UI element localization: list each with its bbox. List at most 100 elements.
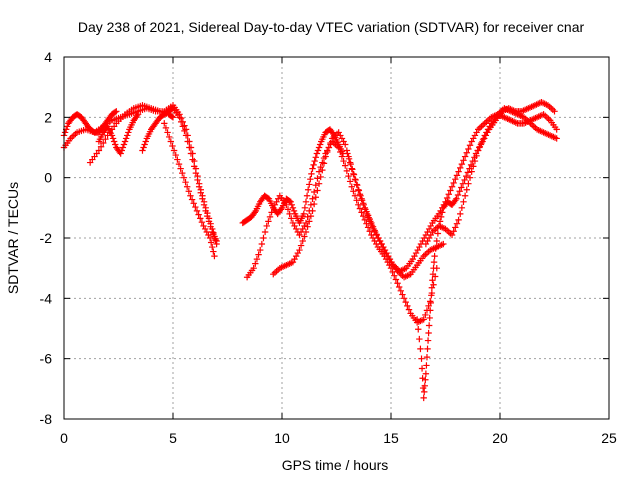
data-point <box>186 144 193 151</box>
data-point <box>453 172 461 179</box>
data-point <box>355 187 363 194</box>
data-point <box>288 215 295 222</box>
data-point <box>427 231 434 239</box>
data-point <box>454 191 462 199</box>
data-point <box>100 139 107 147</box>
data-point <box>424 237 431 245</box>
data-point <box>475 147 482 154</box>
data-point <box>355 201 362 209</box>
data-point <box>415 326 422 333</box>
data-point <box>423 362 430 369</box>
data-point <box>349 166 356 173</box>
data-point <box>121 138 129 145</box>
data-point <box>124 132 131 139</box>
data-point <box>311 157 318 165</box>
data-point <box>551 108 558 115</box>
data-point <box>197 215 204 222</box>
data-point <box>358 197 366 204</box>
data-point <box>434 230 442 237</box>
data-point <box>447 187 454 194</box>
data-point <box>284 206 292 213</box>
series-arc12 <box>422 105 560 248</box>
data-point <box>420 394 427 402</box>
data-point <box>414 246 421 254</box>
data-point <box>437 213 445 221</box>
data-point <box>312 154 319 161</box>
data-point <box>291 222 298 230</box>
data-point <box>288 201 296 209</box>
data-point <box>360 201 367 209</box>
data-point <box>292 225 300 233</box>
data-point <box>301 204 309 212</box>
data-point <box>310 188 318 196</box>
data-point <box>405 306 413 313</box>
data-point <box>97 143 105 150</box>
data-point <box>292 252 300 260</box>
data-point <box>433 237 440 245</box>
data-point <box>289 204 297 212</box>
data-point <box>476 124 484 132</box>
data-point <box>471 132 479 139</box>
data-point <box>306 218 313 225</box>
data-point <box>310 200 318 208</box>
data-point <box>364 224 372 231</box>
data-point <box>251 209 258 216</box>
series-arc7 <box>239 126 347 227</box>
data-point <box>452 197 459 204</box>
data-point <box>422 251 429 258</box>
data-point <box>297 242 305 249</box>
data-point <box>110 138 118 145</box>
y-axis-label: SDTVAR / TECUs <box>5 182 21 294</box>
data-point <box>351 192 359 199</box>
data-point <box>314 147 322 154</box>
data-point <box>459 180 467 187</box>
data-point <box>286 197 293 205</box>
chart-title: Day 238 of 2021, Sidereal Day-to-day VTE… <box>78 19 585 35</box>
data-point <box>363 220 370 227</box>
data-point <box>450 228 457 235</box>
data-point <box>176 114 183 121</box>
data-point <box>411 252 418 260</box>
data-point <box>299 237 306 245</box>
data-point <box>528 121 536 129</box>
data-point <box>342 162 349 169</box>
data-point <box>312 182 319 189</box>
data-point <box>258 240 266 248</box>
series-arc6 <box>161 120 218 260</box>
data-point <box>304 186 312 193</box>
data-point <box>194 176 201 184</box>
y-tick-label: -2 <box>40 230 53 246</box>
data-point <box>424 337 432 344</box>
data-point <box>310 161 317 169</box>
data-point <box>367 218 374 225</box>
data-point <box>478 139 485 147</box>
data-point <box>337 148 344 156</box>
data-point <box>478 123 485 130</box>
data-point <box>315 144 323 151</box>
data-point <box>404 272 411 279</box>
data-point <box>352 176 359 184</box>
data-point <box>133 112 141 120</box>
data-point <box>314 187 321 194</box>
data-point <box>468 138 475 145</box>
data-point <box>203 228 210 236</box>
data-point <box>391 272 398 279</box>
data-point <box>68 133 76 141</box>
data-point <box>542 112 549 120</box>
data-point <box>430 281 437 288</box>
data-point <box>177 118 185 126</box>
data-point <box>466 174 474 181</box>
data-point <box>322 153 329 160</box>
data-point <box>345 172 352 180</box>
x-tick-label: 25 <box>601 430 617 446</box>
data-point <box>430 258 438 266</box>
data-point <box>440 240 447 248</box>
data-point <box>325 144 333 151</box>
data-point <box>400 295 408 302</box>
data-point <box>356 205 364 212</box>
data-point <box>423 249 431 257</box>
x-tick-label: 0 <box>60 430 68 446</box>
data-point <box>422 240 430 248</box>
data-point <box>167 138 175 145</box>
data-point <box>169 114 177 121</box>
